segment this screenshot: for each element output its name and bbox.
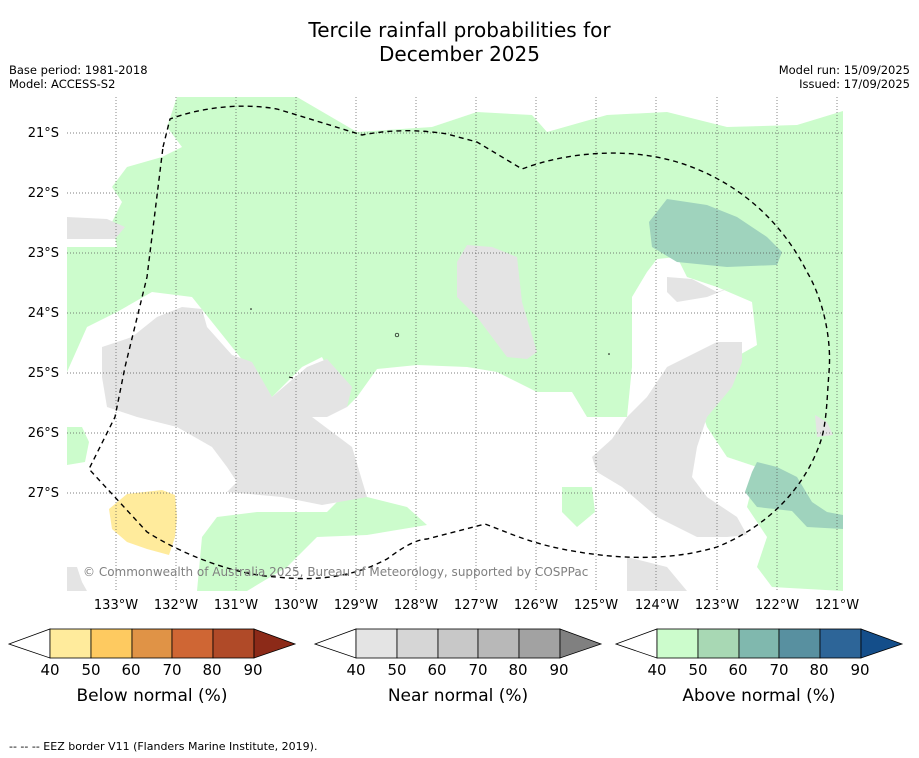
meta-right: Model run: 15/09/2025 Issued: 17/09/2025 (779, 63, 910, 91)
colorbar-below-over-triangle (253, 628, 297, 659)
colorbar-above-tick-60: 60 (728, 661, 748, 679)
chart-title: Tercile rainfall probabilities for Decem… (0, 18, 919, 66)
copyright-notice: © Commonwealth of Australia 2025, Bureau… (83, 565, 589, 579)
colorbar-above-swatch-80 (819, 628, 862, 659)
lat-label-22s: 22°S (27, 186, 59, 201)
lon-label-123w: 123°W (694, 598, 740, 613)
colorbar-above-tick-50: 50 (688, 661, 708, 679)
colorbar-near-over-triangle (559, 628, 603, 659)
title-line-2: December 2025 (379, 42, 540, 66)
lon-label-122w: 122°W (754, 598, 800, 613)
colorbar-below-tick-90: 90 (243, 661, 263, 679)
colorbar-near-tick-60: 60 (427, 661, 447, 679)
colorbar-below-swatch-40 (49, 628, 92, 659)
lat-label-23s: 23°S (27, 246, 59, 261)
probability-map (67, 97, 843, 591)
colorbar-below-swatch-50 (90, 628, 133, 659)
colorbar-near-tick-90: 90 (549, 661, 569, 679)
colorbar-above-title: Above normal (%) (682, 686, 836, 706)
colorbar-below-swatch-70 (171, 628, 214, 659)
colorbar-above-tick-90: 90 (850, 661, 870, 679)
colorbar-below-swatch-60 (131, 628, 173, 659)
lat-label-26s: 26°S (27, 426, 59, 441)
colorbar-near-tick-80: 80 (508, 661, 528, 679)
island-marker (250, 308, 252, 310)
colorbar-near-swatch-70 (477, 628, 520, 659)
colorbar-below-tick-80: 80 (202, 661, 222, 679)
lon-label-126w: 126°W (513, 598, 559, 613)
lon-label-127w: 127°W (453, 598, 499, 613)
lon-label-121w: 121°W (814, 598, 860, 613)
colorbar-below-normal (8, 628, 297, 659)
lon-label-124w: 124°W (634, 598, 680, 613)
lon-label-131w: 131°W (213, 598, 259, 613)
colorbar-above-under-triangle (615, 628, 658, 659)
colorbar-near-under-triangle (314, 628, 357, 659)
base-period: Base period: 1981-2018 (9, 63, 148, 77)
lat-label-25s: 25°S (27, 366, 59, 381)
colorbar-below-tick-40: 40 (40, 661, 60, 679)
lat-label-21s: 21°S (27, 126, 59, 141)
colorbar-near-tick-70: 70 (468, 661, 488, 679)
colorbar-below-tick-70: 70 (162, 661, 182, 679)
lon-label-132w: 132°W (153, 598, 199, 613)
model-name: Model: ACCESS-S2 (9, 77, 116, 91)
island-marker (394, 332, 400, 338)
colorbar-near-swatch-60 (437, 628, 479, 659)
colorbar-below-under-triangle (8, 628, 51, 659)
colorbar-below-tick-60: 60 (121, 661, 141, 679)
eez-border (88, 105, 831, 580)
colorbar-above-normal (615, 628, 904, 659)
colorbar-near-tick-50: 50 (387, 661, 407, 679)
colorbar-above-swatch-50 (697, 628, 740, 659)
above-normal-region (67, 97, 843, 591)
colorbar-above-swatch-40 (656, 628, 699, 659)
lat-label-24s: 24°S (27, 306, 59, 321)
title-line-1: Tercile rainfall probabilities for (308, 18, 611, 42)
lon-label-133w: 133°W (93, 598, 139, 613)
eez-border-note: -- -- -- EEZ border V11 (Flanders Marine… (9, 740, 318, 753)
island-marker (608, 353, 610, 355)
above-normal-50-patch (649, 199, 843, 529)
colorbar-above-tick-70: 70 (769, 661, 789, 679)
model-run: Model run: 15/09/2025 (778, 63, 910, 77)
colorbar-near-normal (314, 628, 603, 659)
lon-label-129w: 129°W (333, 598, 379, 613)
lat-label-27s: 27°S (27, 486, 59, 501)
colorbar-above-swatch-60 (738, 628, 780, 659)
colorbar-below-swatch-80 (212, 628, 255, 659)
meta-left: Base period: 1981-2018 Model: ACCESS-S2 (9, 63, 148, 91)
colorbar-near-swatch-80 (518, 628, 561, 659)
issued-date: Issued: 17/09/2025 (799, 77, 910, 91)
colorbar-near-swatch-40 (355, 628, 398, 659)
lon-label-130w: 130°W (273, 598, 319, 613)
colorbar-above-swatch-70 (778, 628, 821, 659)
map-area (67, 97, 843, 591)
island-marker (288, 376, 294, 379)
colorbar-below-title: Below normal (%) (76, 686, 228, 706)
map-gridlines (67, 97, 843, 591)
colorbar-near-title: Near normal (%) (387, 686, 529, 706)
colorbar-above-tick-80: 80 (809, 661, 829, 679)
below-normal-region (109, 490, 177, 555)
lon-label-125w: 125°W (573, 598, 619, 613)
colorbar-near-tick-40: 40 (346, 661, 366, 679)
near-normal-region (67, 217, 833, 591)
colorbar-above-over-triangle (860, 628, 904, 659)
colorbar-near-swatch-50 (396, 628, 439, 659)
colorbar-above-tick-40: 40 (647, 661, 667, 679)
colorbar-below-tick-50: 50 (81, 661, 101, 679)
lon-label-128w: 128°W (393, 598, 439, 613)
